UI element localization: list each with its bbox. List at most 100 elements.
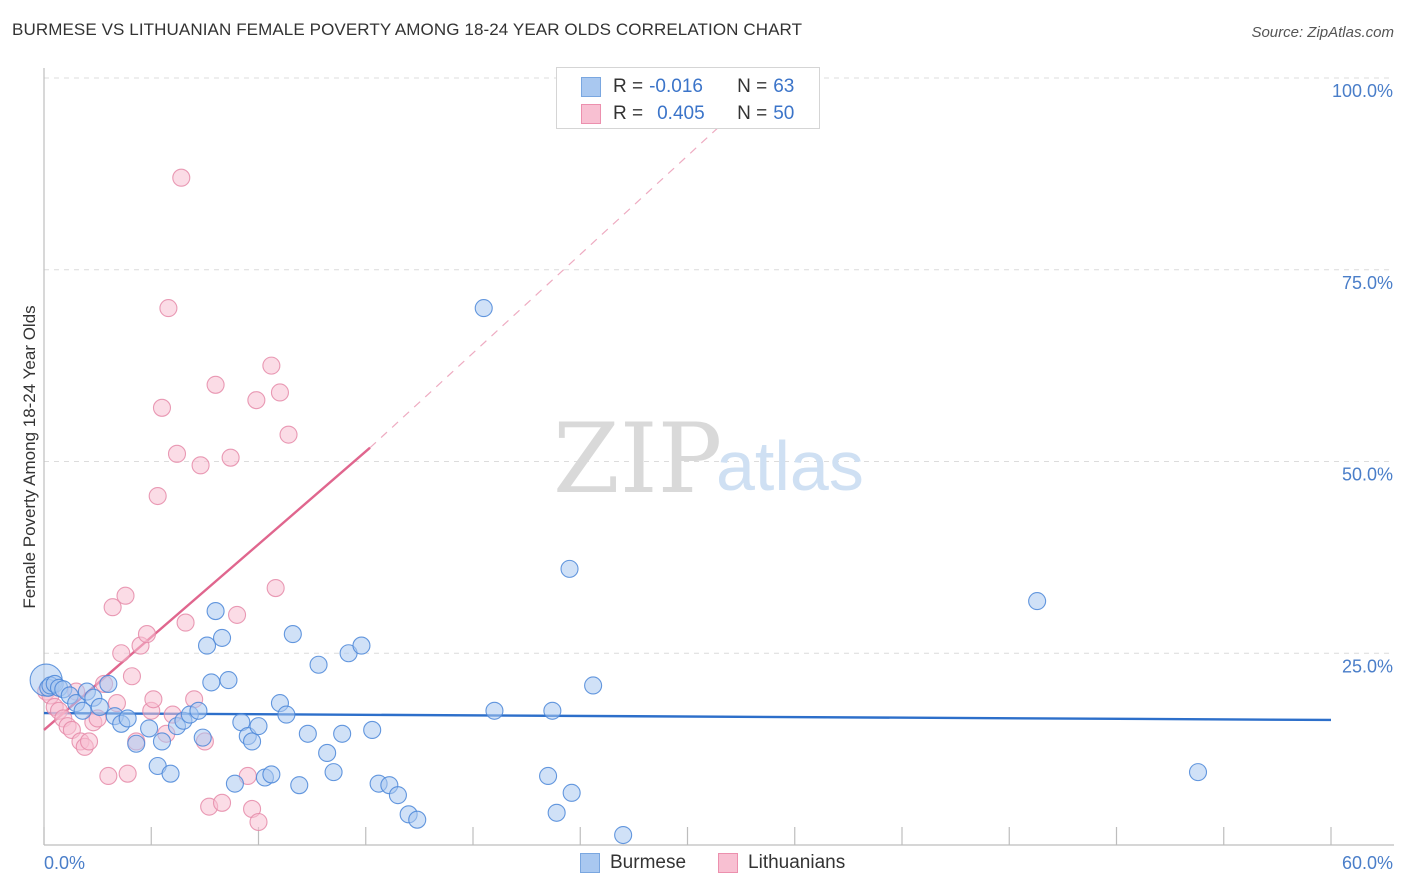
data-point-lithuanians [148, 486, 167, 506]
y-tick-label: 50.0% [1342, 465, 1393, 485]
data-point-lithuanians [99, 766, 118, 786]
data-point-lithuanians [118, 764, 137, 783]
r-label: R = [613, 103, 644, 124]
data-point-lithuanians [172, 168, 191, 187]
data-point-burmese [352, 636, 371, 655]
n-value-burmese: 63 [773, 76, 795, 97]
data-points [29, 168, 1208, 845]
data-point-burmese [408, 810, 427, 829]
trend-line-burmese [43, 711, 1332, 722]
data-point-burmese [212, 628, 232, 647]
data-point-lithuanians [137, 625, 157, 644]
series-legend: Burmese Lithuanians [580, 852, 877, 874]
data-point-burmese [614, 825, 633, 845]
data-point-lithuanians [262, 356, 281, 375]
data-point-burmese [202, 673, 221, 692]
data-point-lithuanians [270, 383, 290, 402]
data-point-lithuanians [228, 605, 247, 624]
legend-swatch-burmese [580, 853, 600, 873]
x-tick-label: 0.0% [44, 853, 85, 873]
axes [43, 68, 1394, 846]
data-point-burmese [298, 724, 317, 743]
correlation-legend: R = -0.016 N = 63 R = 0.405 N = 50 [556, 67, 820, 129]
watermark-atlas: atlas [716, 427, 864, 505]
data-point-burmese [249, 717, 268, 736]
data-point-burmese [1028, 592, 1047, 611]
y-tick-label: 75.0% [1342, 273, 1393, 293]
data-point-lithuanians [247, 391, 266, 410]
data-point-burmese [324, 763, 343, 782]
data-point-burmese [99, 674, 118, 693]
data-point-burmese [1188, 763, 1208, 782]
data-point-lithuanians [122, 667, 141, 686]
data-point-burmese [363, 720, 382, 740]
data-point-burmese [189, 701, 208, 720]
data-point-burmese [485, 701, 504, 720]
legend-label-burmese: Burmese [610, 852, 687, 873]
y-tick-labels: 25.0% 50.0% 75.0% 100.0% [1332, 81, 1393, 676]
data-point-lithuanians [249, 812, 268, 832]
data-point-lithuanians [112, 644, 131, 663]
y-tick-label: 100.0% [1332, 81, 1393, 101]
legend-row-lithuanians: R = 0.405 N = 50 [581, 102, 794, 126]
data-point-burmese [290, 776, 309, 795]
data-point-lithuanians [212, 793, 232, 812]
data-point-burmese [388, 786, 407, 805]
y-tick-label: 25.0% [1342, 656, 1393, 676]
watermark: ZIP atlas [553, 403, 864, 515]
legend-swatch-lithuanians [581, 104, 601, 124]
n-label: N = [737, 103, 768, 124]
chart-title: BURMESE VS LITHUANIAN FEMALE POVERTY AMO… [12, 20, 803, 39]
data-point-burmese [333, 724, 352, 743]
data-point-burmese [161, 764, 180, 783]
legend-item-lithuanians[interactable]: Lithuanians [718, 852, 845, 874]
data-point-burmese [474, 299, 493, 318]
data-point-lithuanians [103, 598, 122, 617]
data-point-lithuanians [79, 732, 99, 751]
data-point-burmese [277, 705, 296, 724]
data-point-burmese [140, 719, 159, 738]
data-point-burmese [243, 732, 262, 751]
n-value-lithuanians: 50 [773, 103, 795, 124]
data-point-burmese [152, 732, 172, 751]
r-label: R = [613, 76, 644, 97]
data-point-lithuanians [279, 425, 298, 444]
data-point-lithuanians [221, 448, 240, 467]
r-value-lithuanians: 0.405 [657, 103, 705, 124]
legend-swatch-burmese [581, 77, 601, 97]
data-point-burmese [562, 783, 581, 802]
data-point-lithuanians [266, 579, 285, 598]
data-point-burmese [197, 636, 217, 655]
watermark-zip: ZIP [553, 403, 722, 515]
data-point-burmese [225, 774, 244, 793]
series-burmese [29, 299, 1208, 845]
data-point-burmese [90, 697, 109, 716]
x-tick-labels: 0.0% 60.0% [44, 853, 1393, 873]
x-tick-label: 60.0% [1342, 853, 1393, 873]
data-point-burmese [262, 765, 281, 784]
data-point-burmese [127, 734, 146, 753]
trend-extension-lithuanians [369, 115, 731, 449]
data-point-lithuanians [191, 456, 210, 475]
legend-swatch-lithuanians [718, 853, 739, 873]
data-point-burmese [584, 676, 603, 695]
data-point-lithuanians [152, 398, 172, 417]
data-point-burmese [206, 602, 225, 621]
data-point-burmese [309, 655, 328, 674]
n-label: N = [737, 76, 768, 97]
data-point-lithuanians [167, 444, 187, 463]
data-point-lithuanians [159, 299, 178, 318]
data-point-lithuanians [206, 375, 225, 394]
grid-lines [44, 77, 1394, 654]
legend-label-lithuanians: Lithuanians [748, 852, 846, 873]
data-point-burmese [118, 709, 137, 728]
data-point-lithuanians [176, 613, 195, 632]
legend-item-burmese[interactable]: Burmese [580, 852, 686, 874]
data-point-lithuanians [116, 586, 135, 605]
data-point-burmese [73, 701, 92, 720]
data-point-burmese [318, 743, 337, 763]
data-point-burmese [539, 766, 558, 786]
data-point-burmese [543, 701, 562, 720]
data-point-burmese [283, 625, 302, 644]
